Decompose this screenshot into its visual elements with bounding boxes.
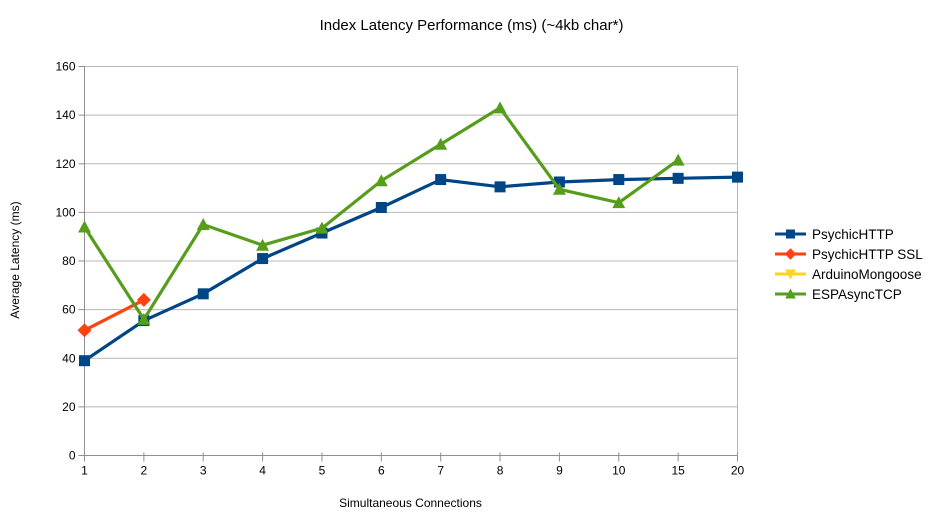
data-point-marker [612, 196, 626, 209]
data-point-marker [196, 218, 210, 231]
data-point-marker [672, 172, 684, 184]
data-point-marker [671, 153, 685, 166]
legend-key-icon [775, 248, 806, 260]
data-point-marker [257, 253, 269, 265]
legend-key-marker [784, 248, 797, 260]
data-point-marker [494, 181, 506, 193]
y-tick-label: 140 [55, 108, 75, 122]
y-tick-label: 40 [62, 351, 76, 365]
y-tick-label: 120 [55, 157, 75, 171]
x-tick-label: 15 [671, 464, 685, 478]
legend-key-marker [786, 229, 795, 239]
y-tick-label: 60 [62, 303, 76, 317]
legend-key-marker [785, 269, 796, 280]
y-tick-label: 20 [62, 400, 76, 414]
data-point-marker [256, 238, 270, 251]
y-tick-label: 160 [55, 60, 75, 74]
data-point-marker [79, 355, 90, 367]
x-tick-label: 20 [731, 464, 745, 478]
data-point-marker [553, 176, 565, 188]
data-point-marker [78, 220, 91, 233]
x-tick-label: 3 [200, 464, 207, 478]
y-tick-label: 80 [62, 254, 76, 268]
legend: PsychicHTTP PsychicHTTP SSL ArduinoMongoos… [775, 224, 923, 304]
data-point-marker [732, 171, 743, 183]
x-tick-label: 9 [556, 464, 563, 478]
x-tick-label: 2 [141, 464, 148, 478]
legend-label: ESPAsyncTCP [812, 286, 902, 302]
data-point-marker [435, 174, 447, 186]
legend-label: PsychicHTTP SSL [812, 246, 923, 262]
x-tick-label: 6 [378, 464, 385, 478]
legend-key-icon [775, 229, 806, 239]
series-line [83, 175, 738, 363]
y-tick-label: 0 [69, 449, 76, 463]
legend-item-psychichttp-ssl: PsychicHTTP SSL [775, 244, 923, 264]
y-tick-label: 100 [55, 205, 75, 219]
series-line [83, 105, 680, 323]
data-point-marker [375, 202, 387, 214]
data-point-marker [197, 288, 209, 300]
x-tick-label: 10 [612, 464, 626, 478]
data-point-marker [552, 182, 566, 195]
series-PsychicHTTP [79, 171, 743, 367]
legend-key-icon [775, 288, 806, 299]
legend-key-icon [775, 269, 806, 280]
x-tick-label: 5 [319, 464, 326, 478]
legend-item-espasynctcp: ESPAsyncTCP [775, 284, 923, 304]
chart-title: Index Latency Performance (ms) (~4kb cha… [319, 17, 624, 34]
data-point-marker [315, 221, 329, 234]
x-tick-label: 4 [259, 464, 266, 478]
x-tick-label: 1 [81, 464, 88, 478]
x-tick-label: 7 [437, 464, 444, 478]
data-point-marker [77, 323, 92, 338]
series-ESPAsyncTCP [78, 101, 685, 325]
data-point-marker [493, 101, 507, 114]
legend-label: ArduinoMongoose [812, 266, 922, 282]
legend-item-arduinomongoose: ArduinoMongoose [775, 264, 923, 284]
data-point-marker [137, 312, 151, 325]
x-tick-label: 8 [497, 464, 504, 478]
data-point-marker [434, 137, 448, 150]
data-point-marker [374, 174, 388, 187]
legend-key-marker [785, 288, 796, 299]
x-axis-title: Simultaneous Connections [339, 496, 482, 510]
data-point-marker [136, 292, 151, 307]
legend-label: PsychicHTTP [812, 226, 894, 242]
legend-item-psychichttp: PsychicHTTP [775, 224, 923, 244]
data-point-marker [613, 174, 625, 186]
